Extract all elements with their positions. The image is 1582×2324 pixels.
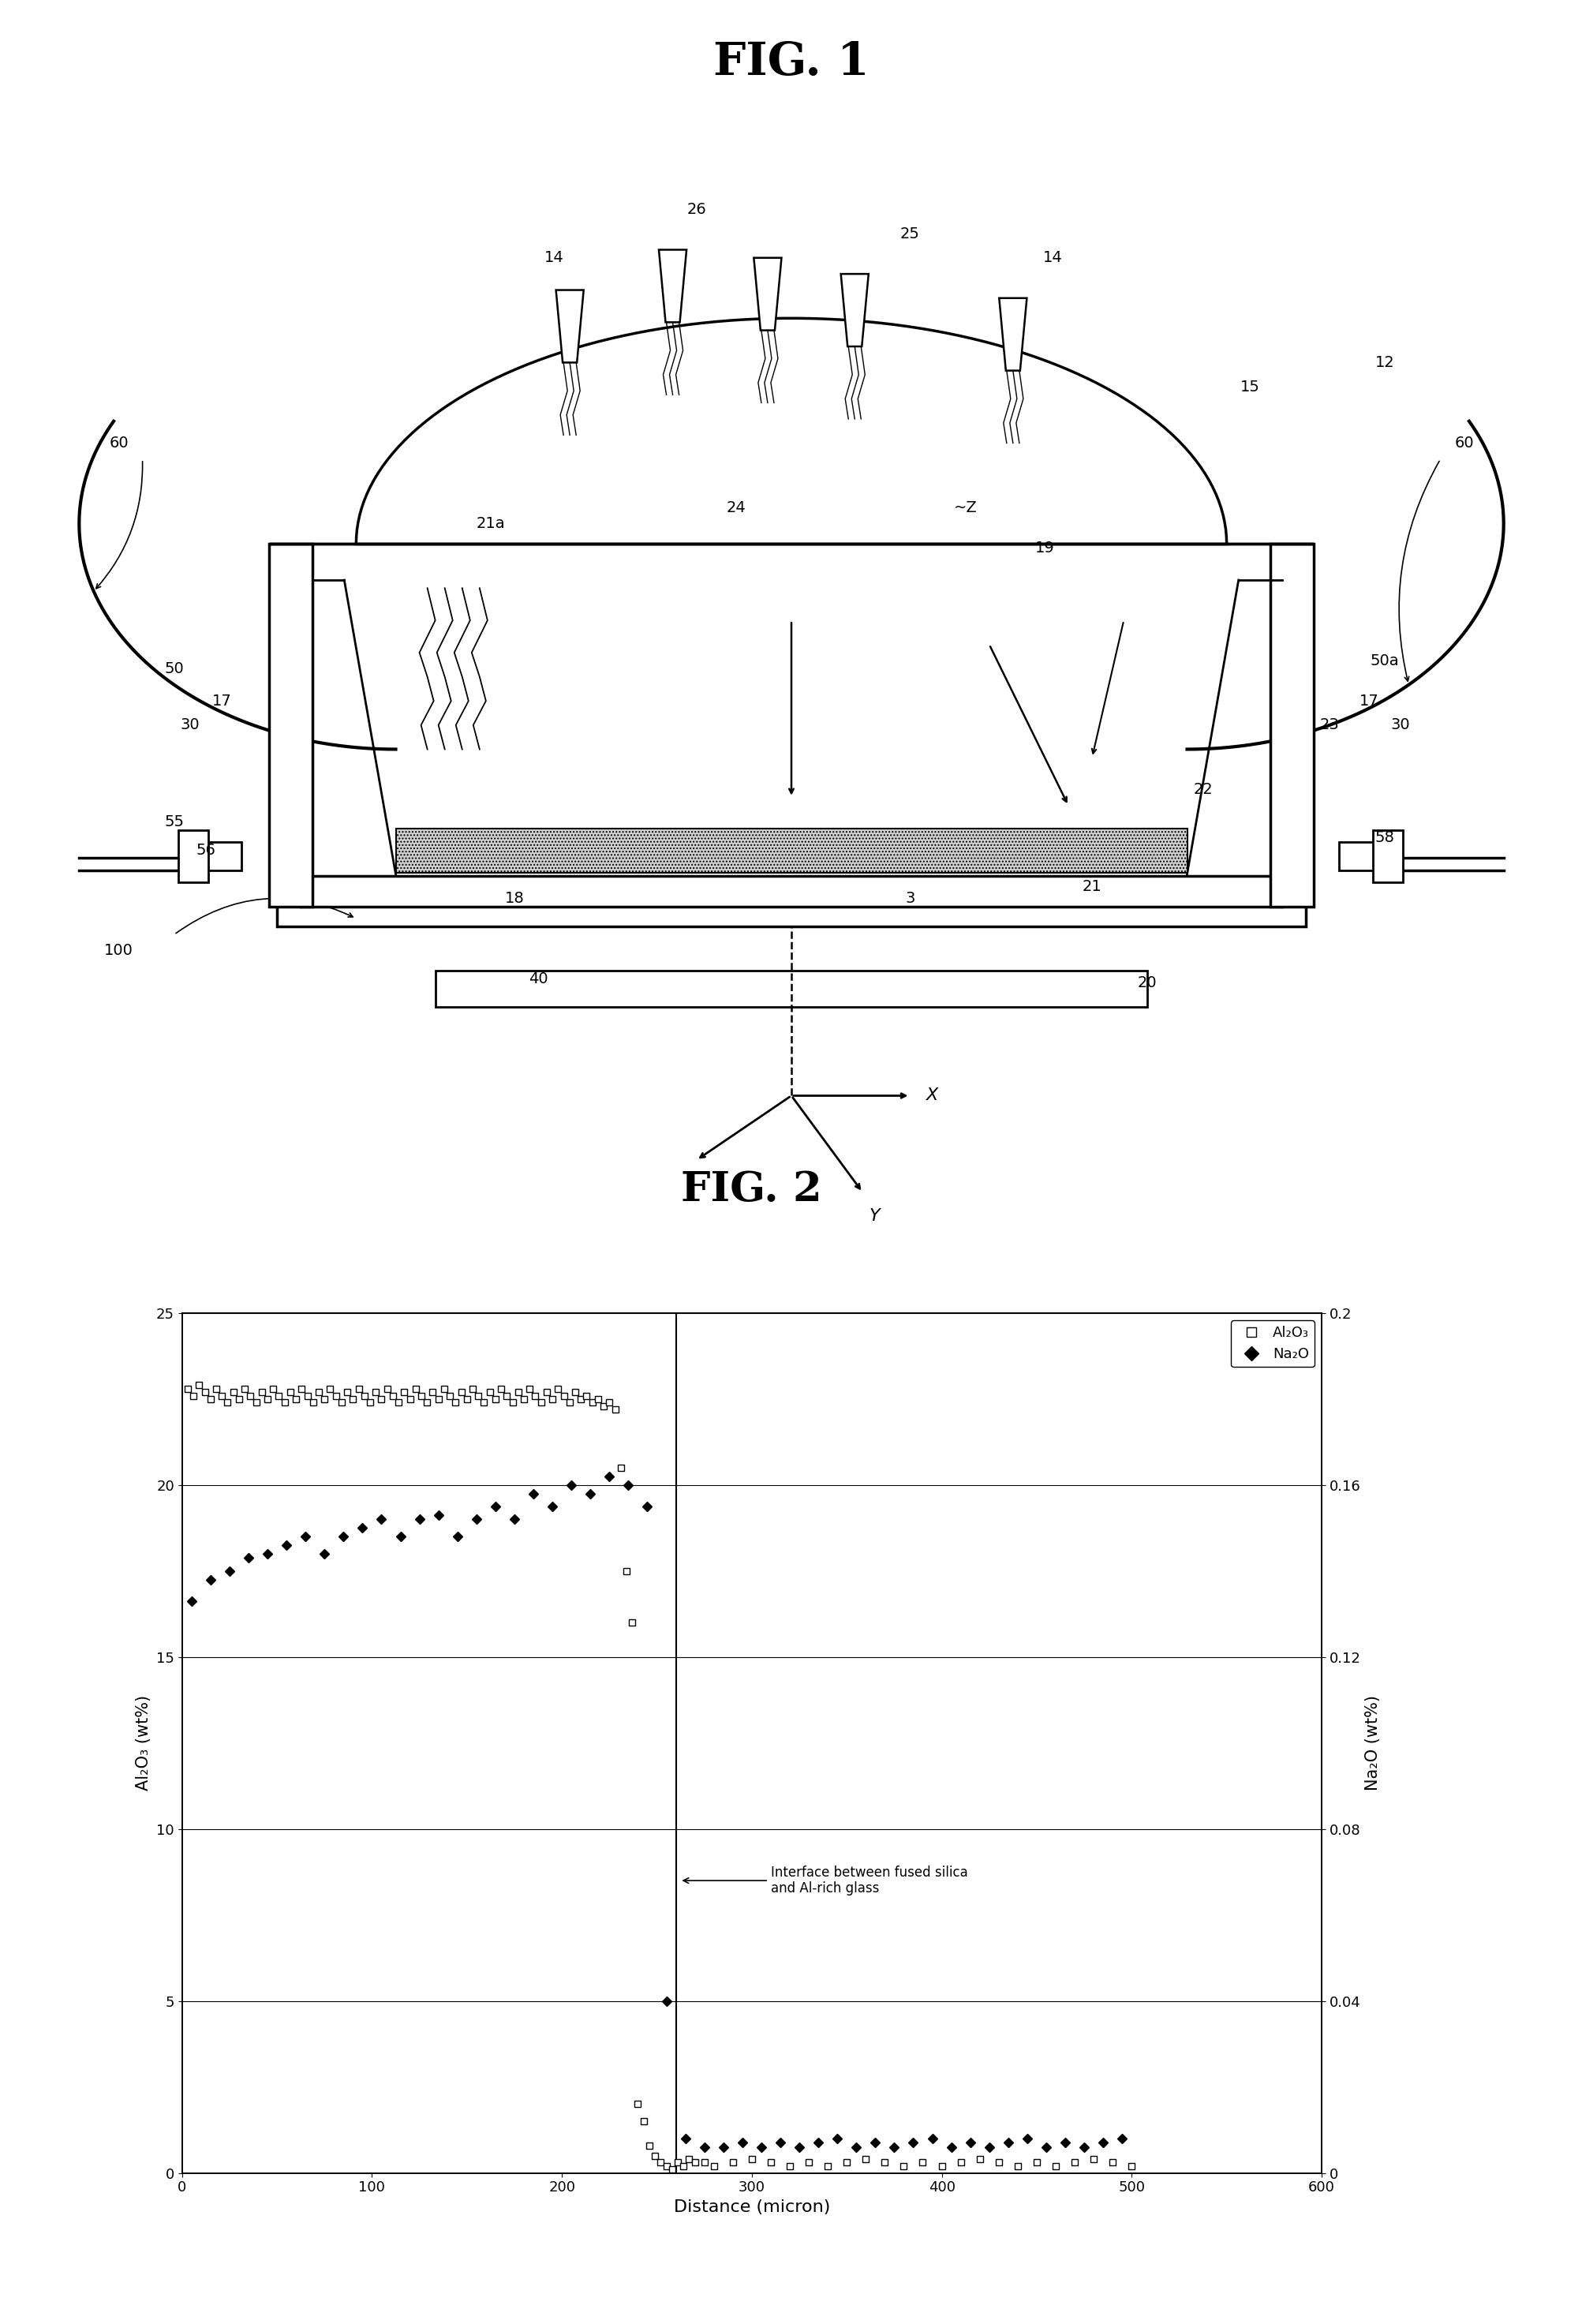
- Polygon shape: [840, 274, 869, 346]
- Text: 56: 56: [196, 844, 215, 858]
- Text: Y: Y: [869, 1208, 880, 1225]
- Polygon shape: [555, 290, 584, 363]
- Text: 17: 17: [212, 693, 231, 709]
- Text: 25: 25: [900, 225, 919, 242]
- Bar: [1372, 830, 1402, 883]
- Bar: [206, 841, 240, 869]
- Text: 3: 3: [905, 890, 914, 906]
- Text: 18: 18: [505, 890, 524, 906]
- Text: X: X: [925, 1088, 938, 1104]
- Text: 14: 14: [544, 251, 563, 265]
- Text: 17: 17: [1359, 693, 1378, 709]
- Text: 60: 60: [1454, 435, 1473, 451]
- Text: 23: 23: [1319, 718, 1338, 732]
- Text: 21: 21: [1082, 878, 1101, 895]
- Bar: [396, 827, 1186, 872]
- Legend: Al₂O₃, Na₂O: Al₂O₃, Na₂O: [1231, 1320, 1313, 1367]
- Text: 50a: 50a: [1370, 653, 1398, 667]
- Text: 24: 24: [726, 500, 745, 516]
- Text: 30: 30: [180, 718, 199, 732]
- Text: FIG. 2: FIG. 2: [680, 1169, 823, 1211]
- Text: ~Z: ~Z: [954, 500, 976, 516]
- Text: FIG. 1: FIG. 1: [713, 40, 869, 84]
- Y-axis label: Al₂O₃ (wt%): Al₂O₃ (wt%): [136, 1694, 152, 1792]
- Text: 30: 30: [1391, 718, 1410, 732]
- Text: 60: 60: [109, 435, 128, 451]
- Text: 20: 20: [1137, 976, 1156, 990]
- Text: 15: 15: [1240, 379, 1259, 395]
- Bar: [1270, 544, 1313, 906]
- Y-axis label: Na₂O (wt%): Na₂O (wt%): [1364, 1694, 1380, 1792]
- Polygon shape: [658, 249, 687, 323]
- Text: 26: 26: [687, 202, 706, 216]
- Text: 14: 14: [1043, 251, 1062, 265]
- Bar: [269, 544, 313, 906]
- Text: 40: 40: [528, 971, 547, 985]
- Text: 100: 100: [104, 944, 133, 957]
- Text: 21a: 21a: [476, 516, 505, 532]
- Text: Interface between fused silica
and Al-rich glass: Interface between fused silica and Al-ri…: [683, 1866, 968, 1896]
- Bar: [435, 971, 1147, 1006]
- X-axis label: Distance (micron): Distance (micron): [674, 2199, 829, 2215]
- Text: 12: 12: [1375, 356, 1394, 370]
- Text: 50: 50: [165, 662, 184, 676]
- Bar: [301, 876, 1281, 906]
- Bar: [1338, 841, 1373, 869]
- Bar: [277, 883, 1305, 927]
- Text: 58: 58: [1375, 830, 1394, 846]
- Text: 19: 19: [1035, 541, 1054, 555]
- Polygon shape: [753, 258, 782, 330]
- Text: 22: 22: [1193, 783, 1212, 797]
- Polygon shape: [998, 297, 1027, 370]
- Text: 55: 55: [165, 813, 184, 830]
- Bar: [177, 830, 209, 883]
